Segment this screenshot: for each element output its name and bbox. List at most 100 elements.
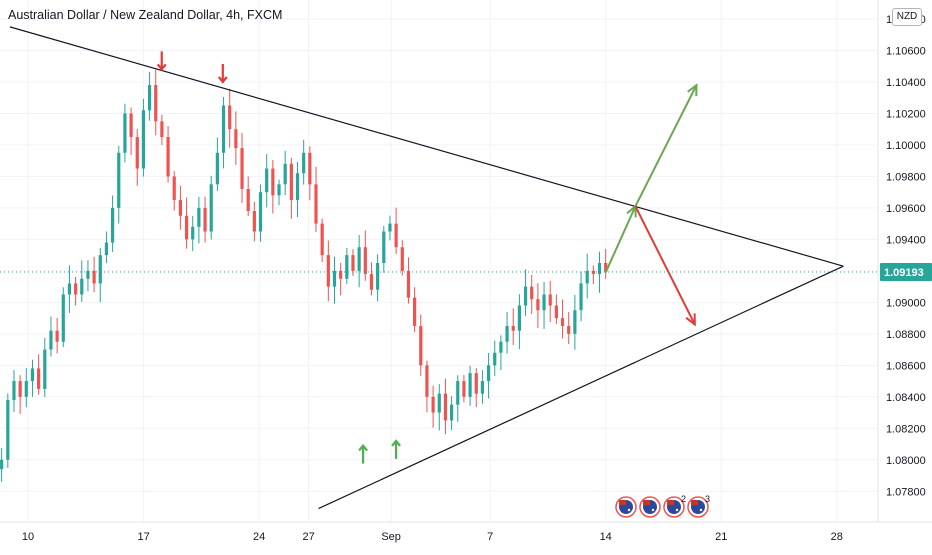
candle xyxy=(141,98,146,177)
candle xyxy=(573,294,577,350)
candle-body xyxy=(523,286,528,306)
candle-body xyxy=(92,270,96,284)
candle-body xyxy=(283,163,287,185)
scenario-arrows[interactable] xyxy=(604,83,698,327)
candle xyxy=(61,287,65,348)
candle-body xyxy=(55,330,59,342)
au-flag-icon[interactable] xyxy=(615,496,637,518)
candle xyxy=(172,171,176,211)
candle xyxy=(228,88,232,148)
flag-star xyxy=(627,508,631,512)
trendline-lower[interactable] xyxy=(318,265,844,510)
candle-body xyxy=(326,255,330,287)
candle-body xyxy=(413,297,417,326)
candle-body xyxy=(542,294,546,311)
candle xyxy=(166,125,170,183)
candle xyxy=(462,375,466,403)
candle-body xyxy=(252,211,256,232)
candle-body xyxy=(271,168,275,196)
candle-body xyxy=(86,270,90,279)
candle-body xyxy=(560,318,565,326)
candle xyxy=(154,69,158,136)
candle-body xyxy=(597,263,602,275)
candle-body xyxy=(376,263,380,290)
x-tick-label: 28 xyxy=(831,531,843,543)
y-tick-label: 1.08600 xyxy=(886,360,926,372)
candle xyxy=(117,145,121,224)
flag-union xyxy=(691,500,698,505)
nz-flag-icon[interactable]: 3 xyxy=(687,494,710,518)
candle-body xyxy=(536,299,540,311)
candle xyxy=(357,234,361,288)
candle-body xyxy=(191,226,195,240)
candle xyxy=(295,162,300,218)
x-tick-label: 10 xyxy=(22,531,34,543)
currency-badge[interactable]: NZD xyxy=(892,8,922,26)
candle xyxy=(135,128,139,186)
candle xyxy=(92,256,96,293)
candle xyxy=(363,230,367,281)
candle xyxy=(449,396,454,431)
candle xyxy=(197,196,201,244)
candle-body xyxy=(0,459,4,470)
candle-body xyxy=(30,368,35,382)
trendline-upper[interactable] xyxy=(9,26,844,267)
flag-union xyxy=(667,500,674,505)
candle xyxy=(6,393,10,468)
candle xyxy=(86,260,90,292)
marker-head xyxy=(156,63,167,72)
candle xyxy=(456,375,460,422)
x-tick-label: Sep xyxy=(381,531,401,543)
candle xyxy=(443,378,448,435)
candle-body xyxy=(382,231,386,263)
y-tick-label: 1.10400 xyxy=(886,77,926,89)
candle-body xyxy=(265,168,269,193)
arrow-head xyxy=(687,83,698,97)
y-tick-label: 1.09800 xyxy=(886,171,926,183)
candle xyxy=(283,150,287,196)
y-tick-label: 1.08400 xyxy=(886,392,926,404)
candle-body xyxy=(302,152,306,174)
candle xyxy=(542,282,546,329)
candle-body xyxy=(12,381,16,400)
candle xyxy=(258,184,263,242)
candle xyxy=(339,262,343,296)
x-tick-label: 24 xyxy=(253,531,265,543)
candle xyxy=(43,337,47,397)
scenario-arrow-red[interactable] xyxy=(634,205,696,327)
candle-body xyxy=(74,283,78,295)
y-tick-label: 1.08200 xyxy=(886,423,926,435)
candle xyxy=(12,370,16,412)
candle-body xyxy=(37,368,41,389)
chart-title: Australian Dollar / New Zealand Dollar, … xyxy=(8,8,283,22)
arrow-head xyxy=(685,313,696,327)
candle xyxy=(37,354,41,395)
candle xyxy=(0,448,4,482)
candle xyxy=(203,196,207,243)
flag-star xyxy=(699,508,703,512)
au-flag-icon[interactable] xyxy=(639,496,661,518)
candle xyxy=(110,195,115,252)
candle xyxy=(413,287,417,333)
candle-body xyxy=(604,263,608,272)
trendlines[interactable] xyxy=(9,26,844,510)
candle xyxy=(591,265,595,284)
candle-body xyxy=(135,137,139,169)
nz-flag-icon[interactable]: 2 xyxy=(663,494,686,518)
candle-body xyxy=(517,305,521,331)
candle xyxy=(240,132,244,203)
candle xyxy=(480,370,485,404)
event-count-badge: 3 xyxy=(705,494,710,504)
time-axis[interactable] xyxy=(0,522,932,550)
flag-star xyxy=(675,508,679,512)
arrow-down-icon xyxy=(217,63,228,84)
candle-body xyxy=(49,330,53,350)
y-tick-label: 1.09000 xyxy=(886,297,926,309)
candle-body xyxy=(80,278,84,295)
candle xyxy=(597,251,602,293)
candle xyxy=(98,247,102,303)
candle xyxy=(567,312,571,345)
